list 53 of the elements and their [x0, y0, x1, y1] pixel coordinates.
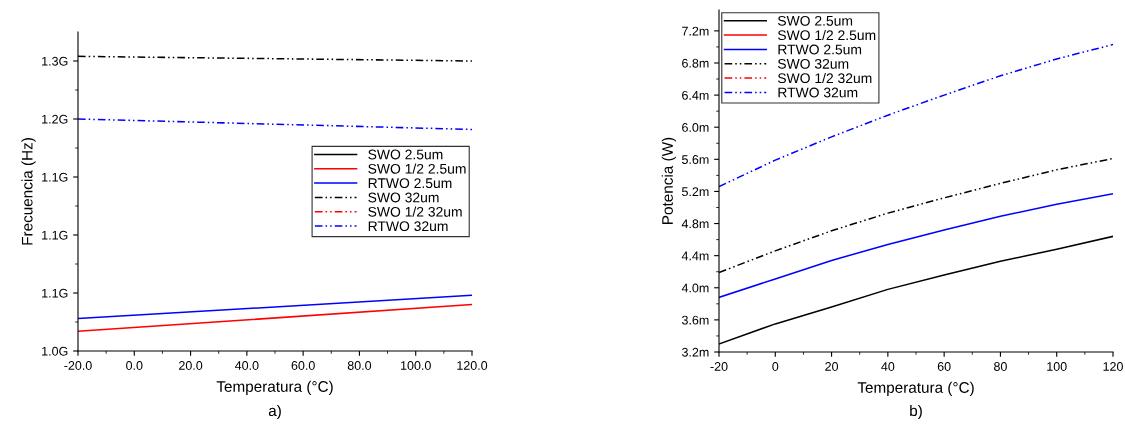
y-tick-label: 1.1G: [42, 230, 68, 240]
y-tick-label: 6.4m: [682, 90, 709, 100]
x-tick-label: 80: [994, 362, 1007, 371]
x-tick-label: 20.0: [179, 361, 203, 370]
text: b): [910, 404, 922, 420]
y-tick-label: 4.0m: [681, 283, 709, 293]
y-tick-label: 3.6m: [681, 315, 709, 325]
y-tick-label: 1.1G: [42, 172, 68, 182]
y-tick-label: 4.8m: [681, 219, 709, 229]
line-series: [719, 193, 1113, 299]
y-tick-label: 3.2m: [681, 347, 709, 357]
y-axis-title: Potencia (W): [661, 137, 676, 224]
y-tick-label: 5.6m: [681, 155, 709, 164]
y-tick-label: 7.2m: [682, 26, 709, 36]
legend-label: SWO 32um: [368, 192, 439, 203]
x-tick-label: 20: [825, 362, 839, 371]
line-series: [719, 43, 1113, 188]
legend-label: SWO 1/2 32um: [368, 206, 462, 217]
legend-label: RTWO 2.5um: [778, 44, 862, 55]
x-tick-label: 60: [937, 362, 951, 371]
x-tick-label: 120: [1103, 362, 1123, 371]
y-tick-label: 1.2G: [42, 114, 68, 124]
legend-label: RTWO 32um: [778, 87, 858, 98]
legend-label: SWO 2.5um: [777, 15, 853, 26]
x-tick-label: 60.0: [291, 361, 315, 370]
legend-label: SWO 1/2 32um: [777, 72, 872, 84]
y-tick-label: 6.0m: [682, 123, 709, 132]
x-tick-label: 0.0: [126, 361, 143, 370]
legend-label: SWO 2.5um: [368, 149, 443, 160]
legend-label: SWO 1/2 2.5um: [777, 29, 876, 41]
x-tick-label: -20: [710, 362, 728, 371]
y-tick-label: 4.4m: [681, 251, 709, 261]
y-tick-label: 6.8m: [682, 58, 709, 68]
y-tick-label: 1.3G: [42, 56, 68, 66]
x-tick-label: 40.0: [234, 361, 259, 370]
text: a): [268, 404, 281, 420]
y-axis-title: Frecuencia (Hz): [21, 138, 36, 245]
legend-label: SWO 32um: [777, 58, 849, 69]
x-tick-label: 100.0: [401, 361, 431, 370]
legend-label: RTWO 32um: [368, 221, 448, 232]
legend-label: RTWO 2.5um: [368, 178, 452, 189]
legend-label: SWO 1/2 2.5um: [368, 163, 466, 174]
y-tick-label: 1.0G: [42, 346, 68, 356]
x-tick-label: 0: [772, 362, 779, 371]
x-tick-label: 120.0: [457, 361, 488, 370]
x-tick-label: 80.0: [347, 361, 372, 370]
x-tick-label: 100: [1047, 362, 1067, 371]
x-tick-label: 40: [881, 362, 895, 371]
y-tick-label: 1.1G: [42, 288, 68, 298]
x-axis-title: Temperatura (°C): [216, 380, 333, 395]
x-axis-title: Temperatura (°C): [857, 381, 974, 396]
y-tick-label: 5.2m: [681, 187, 709, 197]
x-tick-label: -20.0: [64, 361, 92, 370]
